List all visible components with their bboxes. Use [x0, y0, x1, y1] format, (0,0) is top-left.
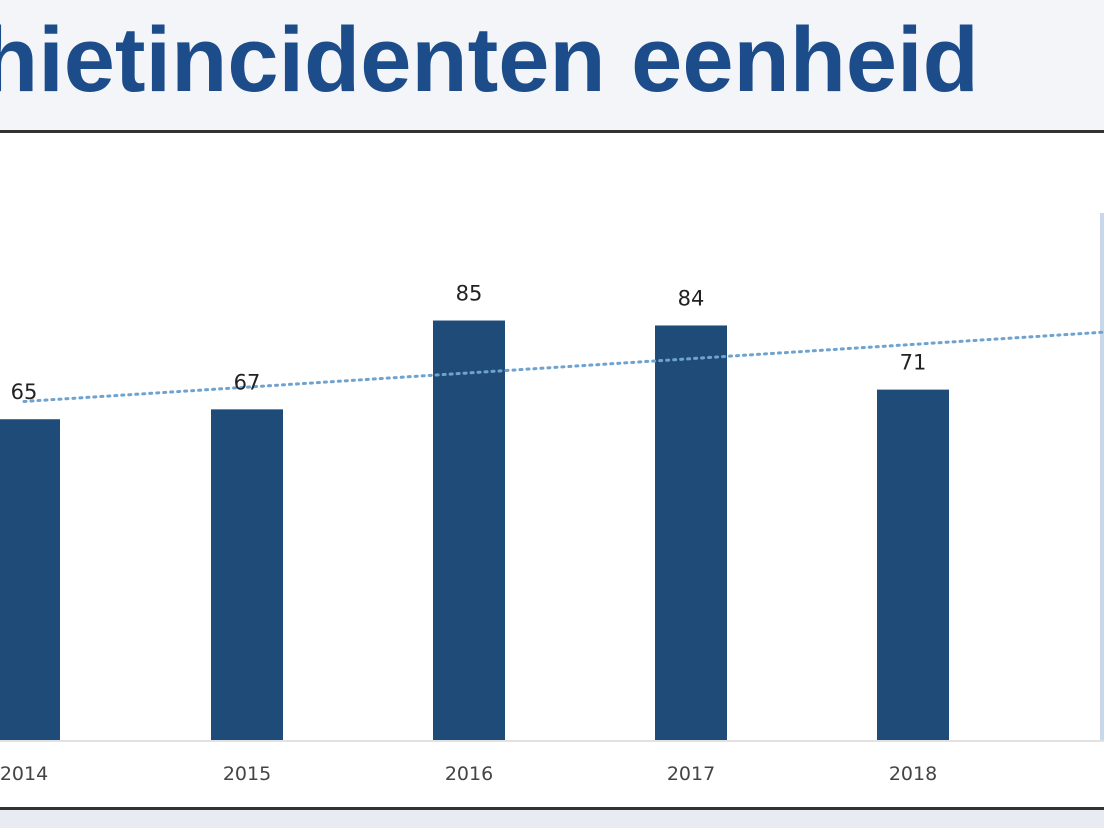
- data-label-2017: 84: [678, 286, 705, 310]
- bar-2016: [433, 320, 505, 740]
- data-label-2018: 71: [900, 351, 927, 375]
- data-label-2014: 65: [11, 380, 38, 404]
- footer-strip: [0, 810, 1104, 828]
- bar-2017: [655, 325, 727, 740]
- clipped-bar-edge: [1100, 213, 1104, 740]
- chart-title: hietincidenten eenheid: [0, 9, 979, 111]
- x-tick-2014: 2014: [0, 763, 48, 785]
- data-label-2015: 67: [234, 370, 261, 394]
- bar-chart: 65 67 85 84 71 2014 2015 2016 2017 2018: [0, 213, 1104, 785]
- chart-area: 65 67 85 84 71 2014 2015 2016 2017 2018: [0, 133, 1104, 807]
- x-tick-2018: 2018: [889, 763, 937, 785]
- bar-2015: [211, 409, 283, 740]
- bar-2014: [0, 419, 60, 740]
- bottom-divider: [0, 807, 1104, 810]
- trendline: [22, 330, 1104, 403]
- x-tick-2016: 2016: [445, 763, 493, 785]
- data-label-2016: 85: [456, 282, 483, 306]
- bar-2018: [877, 389, 949, 740]
- title-bar: hietincidenten eenheid: [0, 0, 1104, 128]
- bars-group: [0, 213, 1104, 742]
- x-tick-labels-group: 2014 2015 2016 2017 2018: [0, 763, 937, 785]
- top-divider: [0, 130, 1104, 133]
- value-labels-group: 65 67 85 84 71: [11, 282, 927, 405]
- trendline-group: [22, 330, 1104, 403]
- x-tick-2017: 2017: [667, 763, 715, 785]
- x-tick-2015: 2015: [223, 763, 271, 785]
